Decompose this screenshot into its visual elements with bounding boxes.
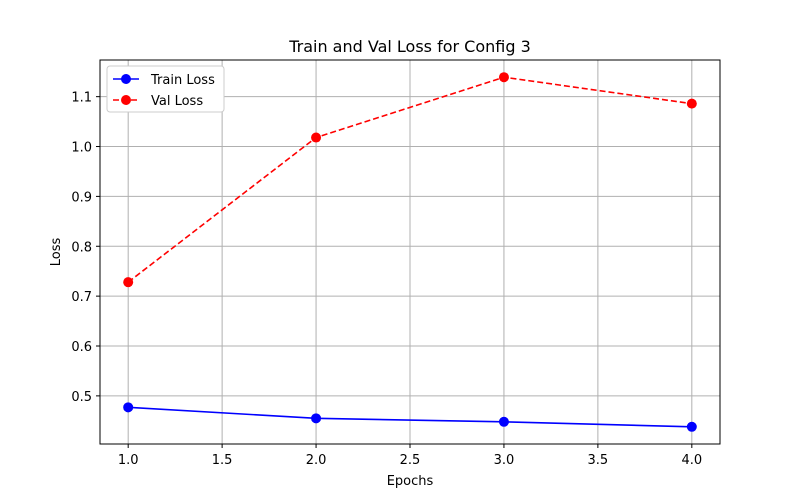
x-tick-label: 4.0 [681, 453, 702, 468]
val-loss-point [686, 98, 697, 109]
x-tick-label: 3.5 [588, 453, 609, 468]
y-tick-label: 0.5 [71, 390, 92, 405]
legend-train-loss-marker [121, 74, 131, 84]
train-loss-point [498, 416, 509, 427]
x-tick-label: 2.5 [400, 453, 421, 468]
legend-train-loss-label: Train Loss [150, 73, 215, 88]
y-tick-label: 1.1 [71, 91, 92, 106]
val-loss-point [498, 72, 509, 83]
train-loss-line [128, 406, 692, 428]
y-tick-label: 0.7 [71, 290, 92, 305]
grid [100, 60, 720, 444]
ticks: 1.0 1.5 2.0 2.5 3.0 3.5 4.0 0.5 0.6 0.7 0.8 0.9 1.0 1… [71, 91, 702, 468]
train-loss-point [311, 413, 322, 424]
val-loss-point [123, 277, 134, 288]
legend-val-loss-marker [121, 95, 131, 105]
val-loss-line [127, 76, 692, 283]
x-axis-label: Epochs [387, 474, 434, 489]
y-tick-label: 1.0 [71, 141, 92, 156]
y-tick-label: 0.9 [71, 190, 92, 205]
train-loss-point [123, 402, 134, 413]
x-tick-label: 3.0 [494, 453, 515, 468]
chart-title: Train and Val Loss for Config 3 [288, 37, 531, 56]
y-tick-label: 0.6 [71, 340, 92, 355]
y-tick-label: 0.8 [71, 240, 92, 255]
y-axis-label: Loss [49, 238, 64, 267]
train-loss-point [686, 421, 697, 432]
legend: Train Loss Val Loss [106, 65, 225, 113]
val-loss-point [311, 132, 322, 143]
series-layer [123, 72, 697, 432]
x-tick-label: 1.0 [118, 453, 139, 468]
x-tick-label: 2.0 [306, 453, 327, 468]
x-tick-label: 1.5 [212, 453, 233, 468]
legend-val-loss-label: Val Loss [151, 94, 203, 109]
